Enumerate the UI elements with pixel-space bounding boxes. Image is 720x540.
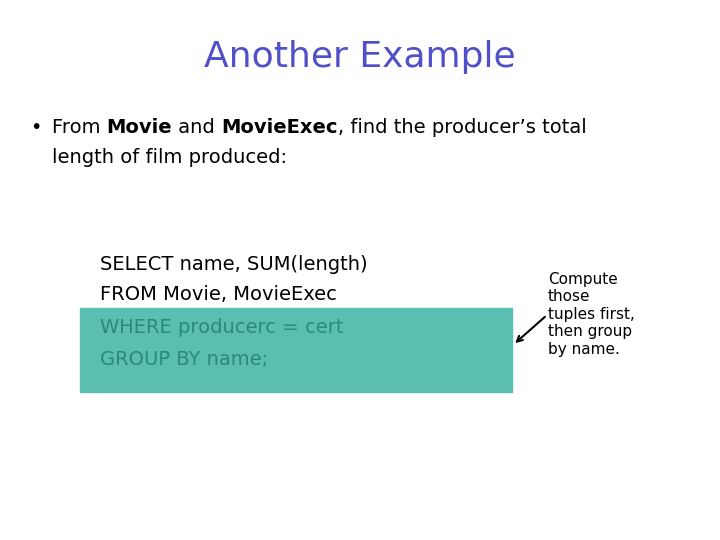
Text: •: • (30, 118, 41, 137)
Text: , find the producer’s total: , find the producer’s total (338, 118, 587, 137)
Text: FROM Movie, MovieExec: FROM Movie, MovieExec (100, 285, 337, 304)
Text: WHERE producerc = cert: WHERE producerc = cert (100, 318, 343, 337)
Text: SELECT name, SUM(length): SELECT name, SUM(length) (100, 255, 368, 274)
Bar (80, 308, 512, 392)
Text: Another Example: Another Example (204, 40, 516, 74)
Text: MovieExec: MovieExec (221, 118, 338, 137)
Text: Compute
those
tuples first,
then group
by name.: Compute those tuples first, then group b… (548, 272, 635, 356)
Text: From: From (52, 118, 107, 137)
Text: length of film produced:: length of film produced: (52, 148, 287, 167)
Text: and: and (172, 118, 221, 137)
Text: Movie: Movie (107, 118, 172, 137)
Text: GROUP BY name;: GROUP BY name; (100, 350, 268, 369)
